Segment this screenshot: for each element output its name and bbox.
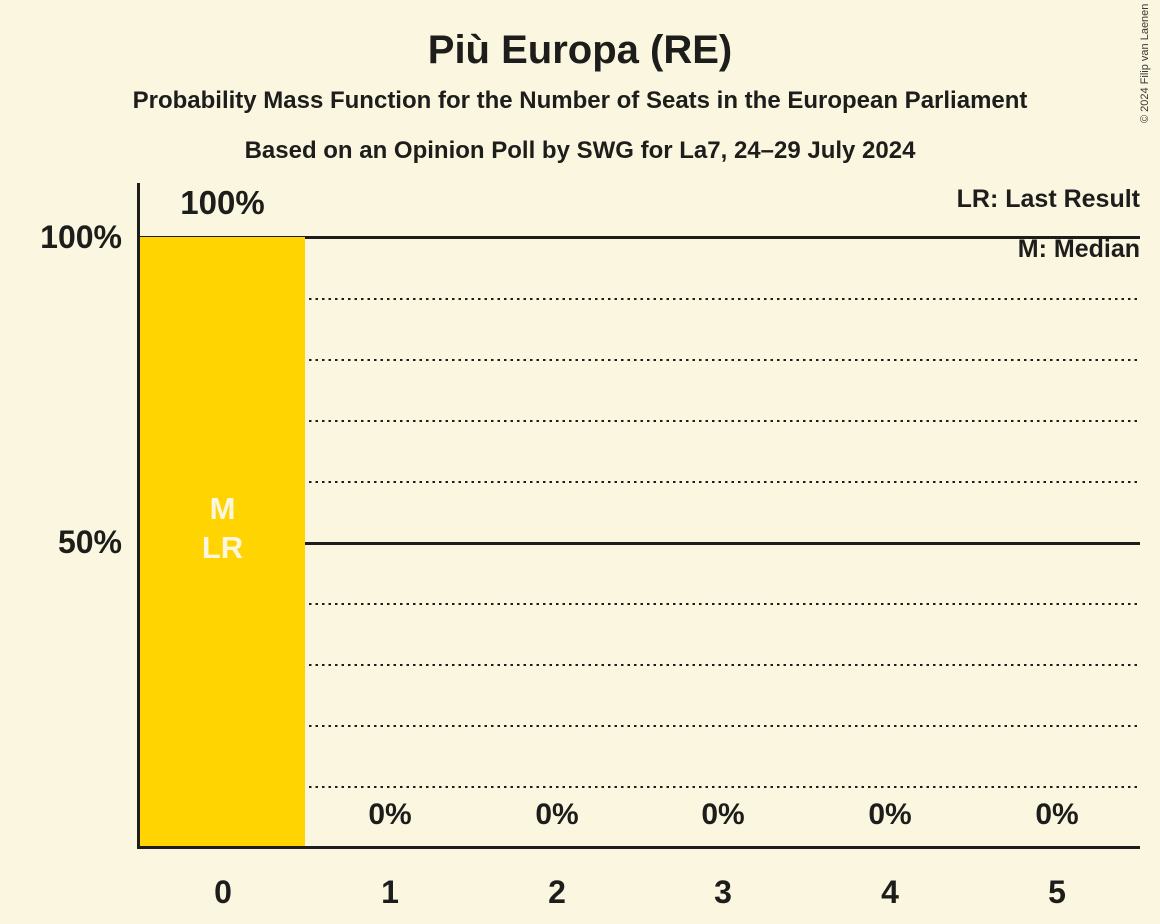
x-tick-label-2: 2 (548, 874, 566, 910)
bar-value-label-3: 0% (701, 798, 745, 831)
y-tick-label-100: 100% (40, 219, 122, 255)
gridline-70-dotted (140, 420, 1137, 422)
bar-value-label-5: 0% (1035, 798, 1079, 831)
gridline-10-dotted (140, 786, 1137, 788)
gridline-100-solid (140, 236, 1140, 239)
x-tick-label-1: 1 (381, 874, 399, 910)
y-axis-line (137, 183, 140, 849)
last-result-marker: LR (201, 530, 244, 565)
bar-value-label-4: 0% (868, 798, 912, 831)
bar-seats-0 (140, 237, 305, 847)
legend-median-label: M: Median (1017, 235, 1140, 263)
y-tick-label-50: 50% (57, 524, 122, 560)
bar-annotation-median-last-result: M LR (140, 489, 305, 567)
bar-value-label-2: 0% (535, 798, 579, 831)
bar-value-label-0: 100% (180, 184, 265, 221)
gridline-40-dotted (140, 603, 1137, 605)
x-axis-line (137, 846, 1140, 849)
copyright-notice: © 2024 Filip van Laenen (1139, 3, 1151, 123)
gridline-60-dotted (140, 481, 1137, 483)
x-tick-label-4: 4 (881, 874, 899, 910)
legend-last-result-label: LR: Last Result (956, 185, 1140, 213)
x-tick-label-0: 0 (214, 874, 232, 910)
chart-subtitle-poll: Based on an Opinion Poll by SWG for La7,… (244, 137, 916, 164)
chart-subtitle-pmf: Probability Mass Function for the Number… (132, 87, 1028, 114)
gridline-80-dotted (140, 359, 1137, 361)
chart-title: Più Europa (RE) (427, 28, 733, 72)
x-tick-label-3: 3 (714, 874, 732, 910)
x-tick-label-5: 5 (1048, 874, 1066, 910)
gridline-30-dotted (140, 664, 1137, 666)
bar-value-label-1: 0% (368, 798, 412, 831)
gridline-20-dotted (140, 725, 1137, 727)
gridline-50-solid (140, 542, 1140, 545)
median-marker: M (209, 491, 236, 526)
gridline-90-dotted (140, 298, 1137, 300)
